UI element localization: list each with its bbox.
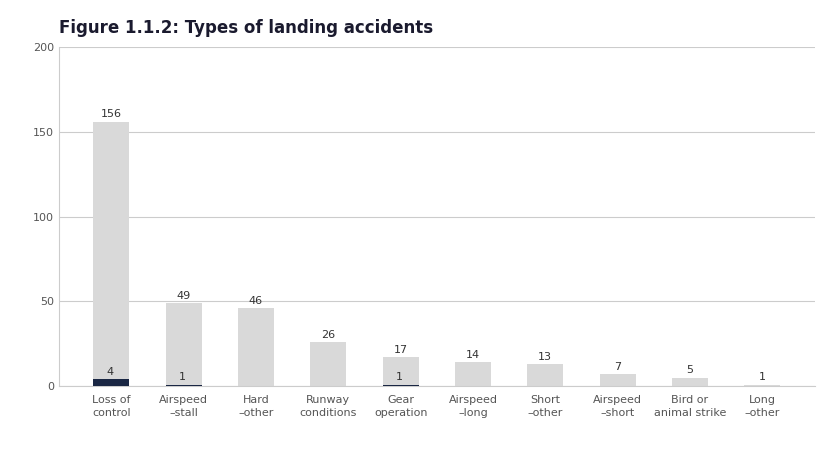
Bar xyxy=(455,363,491,386)
Text: 17: 17 xyxy=(394,345,407,355)
Bar xyxy=(382,357,418,386)
Bar xyxy=(382,384,418,386)
Bar xyxy=(528,364,564,386)
Bar xyxy=(165,303,202,386)
Text: 4: 4 xyxy=(106,367,113,377)
Bar xyxy=(93,380,129,386)
Bar xyxy=(672,378,708,386)
Text: 49: 49 xyxy=(176,291,191,300)
Bar xyxy=(744,384,780,386)
Bar xyxy=(238,308,274,386)
Text: 5: 5 xyxy=(686,365,694,375)
Bar xyxy=(310,342,346,386)
Text: 156: 156 xyxy=(101,109,122,119)
Bar xyxy=(600,374,636,386)
Bar xyxy=(165,384,202,386)
Bar xyxy=(93,122,129,386)
Text: Figure 1.1.2: Types of landing accidents: Figure 1.1.2: Types of landing accidents xyxy=(59,19,433,37)
Text: 26: 26 xyxy=(321,330,335,340)
Text: 1: 1 xyxy=(759,372,766,382)
Text: 1: 1 xyxy=(179,372,186,382)
Text: 1: 1 xyxy=(396,372,402,382)
Text: 46: 46 xyxy=(249,296,263,306)
Text: 13: 13 xyxy=(538,352,553,362)
Text: 7: 7 xyxy=(614,362,622,372)
Text: 14: 14 xyxy=(466,350,480,360)
